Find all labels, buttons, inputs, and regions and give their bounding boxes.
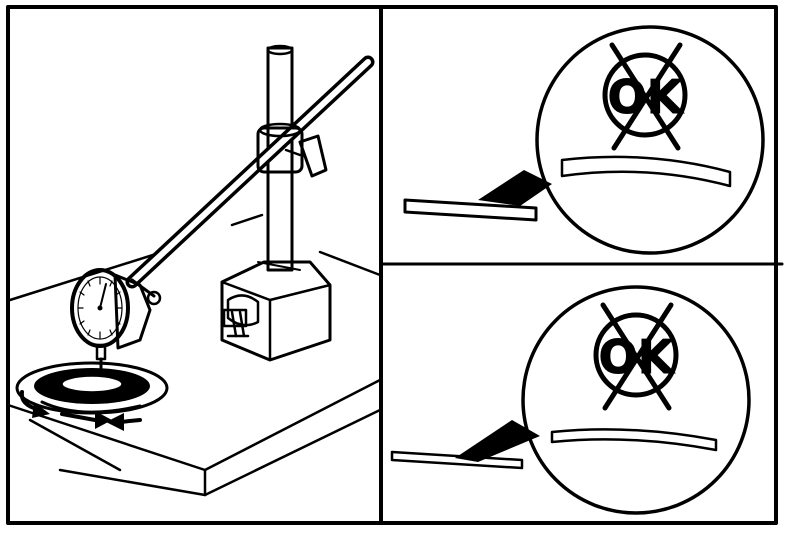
surface-plate <box>6 213 382 497</box>
dial-ticks <box>77 277 123 339</box>
ok-icon <box>602 52 688 138</box>
panel-frames <box>6 5 784 525</box>
magnetic-base <box>220 260 332 362</box>
rotation-arrows <box>19 390 142 431</box>
ok-label: OK <box>608 70 685 124</box>
zoom-pointer <box>478 170 552 206</box>
cross-icon <box>609 42 683 151</box>
stand-arm <box>125 55 375 289</box>
arm-clamp <box>256 122 328 178</box>
ok-icon <box>593 312 679 398</box>
warped-disc-closeup <box>560 155 732 188</box>
magnifier-circle <box>535 25 765 255</box>
warped-disc-closeup <box>550 428 718 452</box>
disc-side-view <box>403 198 538 222</box>
rotating-disc <box>15 361 169 415</box>
zoom-pointer <box>455 420 540 462</box>
warped-bottom-panel: OK <box>390 285 751 515</box>
cross-icon <box>600 302 674 411</box>
dial-indicator <box>70 268 162 370</box>
warped-top-panel: OK <box>403 25 765 255</box>
disc-side-view <box>390 450 524 470</box>
setup-panel <box>6 44 382 497</box>
magnifier-circle <box>521 285 751 515</box>
